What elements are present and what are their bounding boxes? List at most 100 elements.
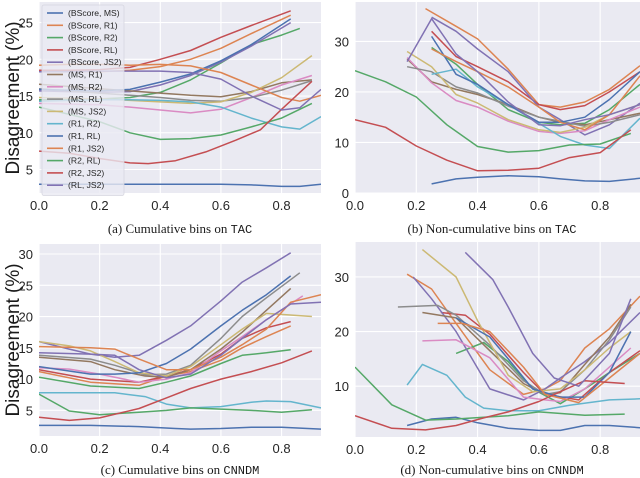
legend-label-bscore-rl: (BScore, RL)	[68, 45, 118, 55]
series-line-r2-js2	[355, 379, 625, 431]
series-line-r1-js2	[39, 293, 321, 371]
caption-c-dataset: CNNDM	[223, 464, 259, 478]
x-tick-label: 0.2	[91, 441, 109, 456]
x-tick-label: 0.0	[346, 442, 364, 457]
series-line-rl-js2	[464, 251, 632, 387]
series-line-ms-js2	[421, 249, 632, 393]
legend-label-ms-js2: (MS, JS2)	[68, 106, 106, 116]
caption-d-text: (d) Non-cumulative bins on	[400, 462, 547, 477]
series-line-ms-r2	[422, 339, 632, 403]
legend-label-ms-r1: (MS, R1)	[68, 70, 103, 80]
caption-b: (b) Non-cumulative bins on TAC	[408, 221, 577, 237]
x-tick-label: 0.6	[530, 442, 548, 457]
x-tick-label: 0.4	[469, 442, 487, 457]
series-line-r2-js2	[355, 118, 632, 172]
series-line-r2-rl	[39, 393, 312, 416]
series-line-r1-rl	[455, 317, 632, 398]
series-line-ms-r2	[406, 57, 640, 135]
legend-label-r1-js2: (R1, JS2)	[68, 143, 104, 153]
x-tick-label: 0.8	[273, 441, 291, 456]
y-axis-label-bottom: Disagreement (%)	[3, 263, 24, 416]
y-tick-label: 20	[19, 310, 33, 325]
series-group	[355, 7, 640, 185]
caption-a-text: (a) Cumulative bins on	[108, 221, 231, 236]
legend-label-rl-js2: (RL, JS2)	[68, 180, 104, 190]
x-tick-label: 0.6	[212, 198, 230, 213]
panel-b: 0.0 0.2 0.4 0.6 0.8 0 10 20 30	[335, 2, 640, 213]
caption-a-dataset: TAC	[231, 223, 253, 237]
series-line-bscore-js2	[39, 252, 292, 358]
panel-c: 0.0 0.2 0.4 0.6 0.8 5 10 15 20 25 30	[19, 244, 321, 456]
x-tick-label: 0.6	[212, 441, 230, 456]
legend-label-bscore-r2: (BScore, R2)	[68, 33, 118, 43]
y-tick-label: 10	[335, 379, 349, 394]
y-tick-label: 25	[19, 278, 33, 293]
series-line-bscore-ms	[406, 416, 640, 432]
y-tick-label: 20	[335, 325, 349, 340]
series-line-ms-rl	[406, 65, 640, 128]
x-tick-label: 0.0	[30, 441, 48, 456]
series-line-r1-js2	[431, 48, 640, 131]
legend-label-bscore-r1: (BScore, R1)	[68, 20, 118, 30]
series-line-r2-rl	[355, 69, 632, 153]
y-axis-label-top: Disagreement (%)	[3, 21, 24, 174]
y-tick-label: 5	[26, 162, 33, 177]
series-line-ms-js2	[39, 312, 312, 377]
legend: (BScore, MS) (BScore, R1) (BScore, R2) (BSc…	[41, 4, 125, 196]
y-tick-label: 10	[19, 126, 33, 141]
y-tick-label: 25	[19, 16, 33, 31]
caption-b-text: (b) Non-cumulative bins on	[408, 221, 555, 236]
y-tick-label: 10	[19, 372, 33, 387]
y-tick-label: 15	[19, 341, 33, 356]
caption-c: (c) Cumulative bins on CNNDM	[101, 462, 260, 478]
x-tick-label: 0.2	[91, 198, 109, 213]
y-tick-label: 30	[19, 247, 33, 262]
legend-label-ms-r2: (MS, R2)	[68, 82, 103, 92]
series-line-bscore-ms	[431, 175, 640, 185]
series-line-ms-rl	[397, 304, 632, 396]
y-tick-label: 10	[335, 135, 349, 150]
caption-b-dataset: TAC	[555, 223, 577, 237]
y-tick-label: 20	[335, 85, 349, 100]
series-line-r1-r2	[431, 68, 640, 150]
caption-c-text: (c) Cumulative bins on	[101, 462, 224, 477]
panel-d: 0.0 0.2 0.4 0.6 0.8 10 20 30	[335, 242, 640, 457]
series-line-r2-js2	[39, 350, 313, 422]
y-tick-label: 30	[335, 34, 349, 49]
x-tick-label: 0.6	[530, 198, 548, 213]
x-tick-label: 0.8	[273, 198, 291, 213]
x-tick-label: 0.0	[30, 198, 48, 213]
x-tick-label: 0.2	[407, 198, 425, 213]
series-group	[39, 252, 321, 430]
legend-label-r1-rl: (R1, RL)	[68, 131, 101, 141]
series-line-bscore-r1	[39, 325, 292, 387]
y-tick-label: 5	[26, 403, 33, 418]
y-tick-label: 15	[19, 89, 33, 104]
series-line-bscore-ms	[39, 424, 321, 430]
x-tick-label: 0.4	[469, 198, 487, 213]
x-tick-label: 0.0	[346, 198, 364, 213]
legend-label-r1-r2: (R1, R2)	[68, 119, 101, 129]
x-tick-label: 0.4	[151, 198, 169, 213]
x-tick-label: 0.8	[591, 442, 609, 457]
series-line-rl-js2	[39, 301, 321, 379]
legend-label-r2-js2: (R2, JS2)	[68, 168, 104, 178]
x-tick-label: 0.8	[591, 198, 609, 213]
legend-label-bscore-js2: (BScore, JS2)	[68, 57, 122, 67]
caption-a: (a) Cumulative bins on TAC	[108, 221, 252, 237]
caption-d-dataset: CNNDM	[548, 464, 584, 478]
series-line-bscore-r2	[39, 348, 291, 390]
legend-label-ms-rl: (MS, RL)	[68, 94, 103, 104]
series-line-rl-js2	[406, 17, 640, 127]
series-line-ms-js2	[406, 50, 640, 134]
y-tick-label: 30	[335, 270, 349, 285]
y-tick-label: 0	[342, 186, 349, 201]
y-tick-label: 20	[19, 52, 33, 67]
legend-label-r2-rl: (R2, RL)	[68, 156, 101, 166]
series-line-r1-rl	[430, 35, 640, 124]
caption-d: (d) Non-cumulative bins on CNNDM	[400, 462, 583, 478]
plot-area	[39, 244, 321, 436]
series-group	[355, 249, 640, 432]
